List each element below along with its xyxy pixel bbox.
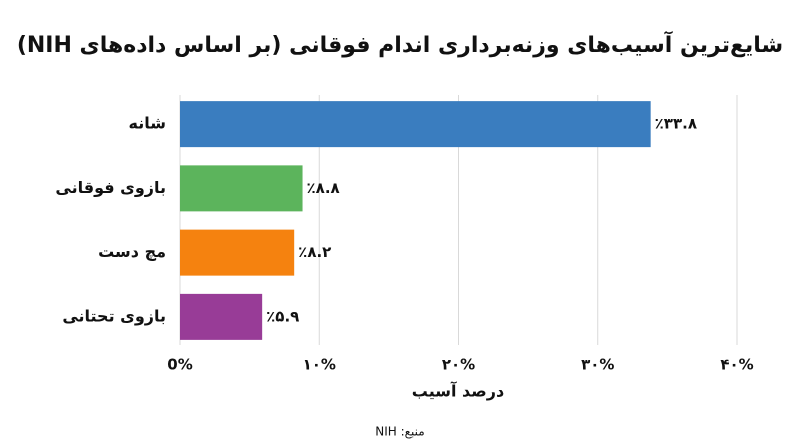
bar bbox=[180, 101, 651, 148]
x-axis-label: درصد آسیب bbox=[412, 381, 504, 401]
bar bbox=[180, 165, 303, 212]
x-tick-label: 0% bbox=[167, 356, 192, 374]
x-tick-label: ۴۰% bbox=[720, 356, 753, 374]
value-label: ٪۸.۸ bbox=[307, 179, 340, 197]
bar bbox=[180, 293, 263, 340]
source-note: منبع: NIH bbox=[375, 425, 424, 439]
y-tick-label: شانه bbox=[129, 114, 166, 133]
value-label: ٪۳۳.۸ bbox=[655, 115, 697, 133]
y-tick-label: بازوی تحتانی bbox=[62, 306, 166, 325]
bar bbox=[180, 229, 295, 276]
y-tick-label: مچ دست bbox=[98, 242, 166, 261]
x-tick-label: ۱۰% bbox=[303, 356, 336, 374]
value-label: ٪۵.۹ bbox=[266, 307, 299, 325]
y-tick-label: بازوی فوقانی bbox=[55, 178, 166, 197]
x-tick-label: ۲۰% bbox=[442, 356, 475, 374]
value-label: ٪۸.۲ bbox=[298, 243, 331, 261]
x-tick-label: ۳۰% bbox=[581, 356, 614, 374]
chart-title: شایع‌ترین آسیب‌های وزنه‌برداری اندام فوق… bbox=[17, 30, 783, 58]
